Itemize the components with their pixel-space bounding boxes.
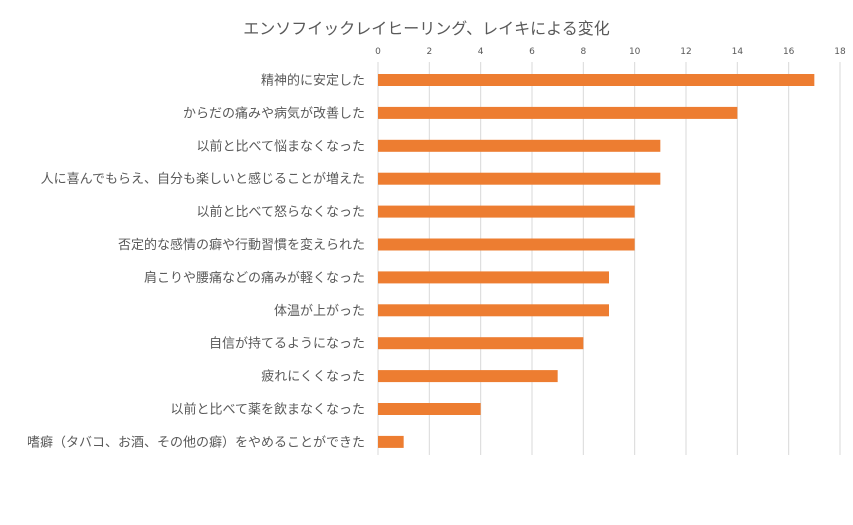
bar [378,337,584,350]
category-label: 体温が上がった [274,304,365,319]
category-label: 否定的な感情の癖や行動習慣を変えられた [118,237,365,253]
category-label: 肩こりや腰痛などの痛みが軽くなった [144,270,365,286]
x-tick-label: 6 [529,47,535,57]
bar [378,106,738,119]
x-tick-label: 12 [680,47,691,57]
bar [378,271,609,284]
x-tick-label: 0 [375,47,381,57]
x-tick-label: 4 [478,47,484,57]
category-label: 自信が持てるようになった [209,337,365,352]
category-label: からだの痛みや病気が改善した [183,105,365,121]
bar [378,403,481,415]
category-label: 以前と比べて薬を飲まなくなった [171,402,365,418]
category-labels: 精神的に安定したからだの痛みや病気が改善した以前と比べて悩まなくなった人に喜んで… [27,73,365,451]
category-label: 疲れにくくなった [261,369,365,385]
x-tick-label: 2 [426,47,432,57]
bar [378,370,558,383]
category-label: 以前と比べて悩まなくなった [197,138,365,154]
x-tick-label: 14 [732,47,744,57]
bar [378,238,635,251]
category-label: 以前と比べて怒らなくなった [197,204,365,220]
x-tick-label: 10 [629,47,641,57]
category-label: 嗜癖（タバコ、お酒、その他の癖）をやめることができた [27,434,365,450]
x-tick-label: 16 [783,47,795,57]
category-label: 人に喜んでもらえ、自分も楽しいと感じることが増えた [41,171,365,187]
x-tick-label: 8 [580,47,586,57]
bar [378,172,661,185]
bar [378,435,404,448]
bar [378,74,815,86]
x-axis-ticks: 0 2 4 6 8 10 12 14 16 18 [375,47,846,57]
category-label: 精神的に安定した [261,73,365,89]
gridlines [377,62,841,455]
x-tick-label: 18 [834,47,846,57]
chart-title: エンソフイックレイヒーリング、レイキによる変化 [243,19,610,38]
bar [378,304,609,317]
bar [378,205,635,218]
bars [378,74,815,448]
bar [378,139,661,152]
